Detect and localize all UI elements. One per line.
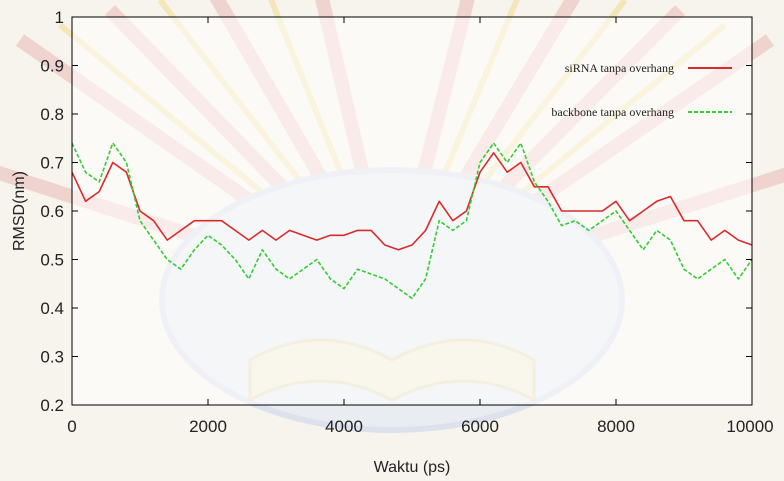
y-tick-label: 0.4 [40,299,64,318]
x-tick-label: 8000 [597,417,635,436]
y-tick-label: 1 [55,8,64,27]
y-tick-label: 0.8 [40,105,64,124]
y-tick-label: 0.7 [40,154,64,173]
x-axis-title: Waktu (ps) [374,459,451,476]
y-tick-label: 0.6 [40,202,64,221]
legend: siRNA tanpa overhang backbone tanpa overh… [551,61,732,119]
plot-background [72,17,752,405]
y-tick-label: 0.2 [40,396,64,415]
x-tick-label: 4000 [325,417,363,436]
plot-area [71,17,753,405]
legend-label-1: siRNA tanpa overhang [565,61,674,75]
x-tick-label: 10000 [726,417,773,436]
axes: 0.2 0.3 0.4 0.5 0.6 0.7 0.8 0.9 1 0 2000 4000 6000 80… [11,8,774,476]
series-line-1 [71,152,753,251]
series-line-2 [71,142,753,300]
y-tick-label: 0.9 [40,57,64,76]
y-tick-label: 0.5 [40,251,64,270]
x-tick-label: 6000 [461,417,499,436]
y-axis-title: RMSD(nm) [11,171,28,251]
x-tick-label: 0 [67,417,76,436]
y-tick-label: 0.3 [40,348,64,367]
legend-label-2: backbone tanpa overhang [551,105,674,119]
x-tick-label: 2000 [189,417,227,436]
